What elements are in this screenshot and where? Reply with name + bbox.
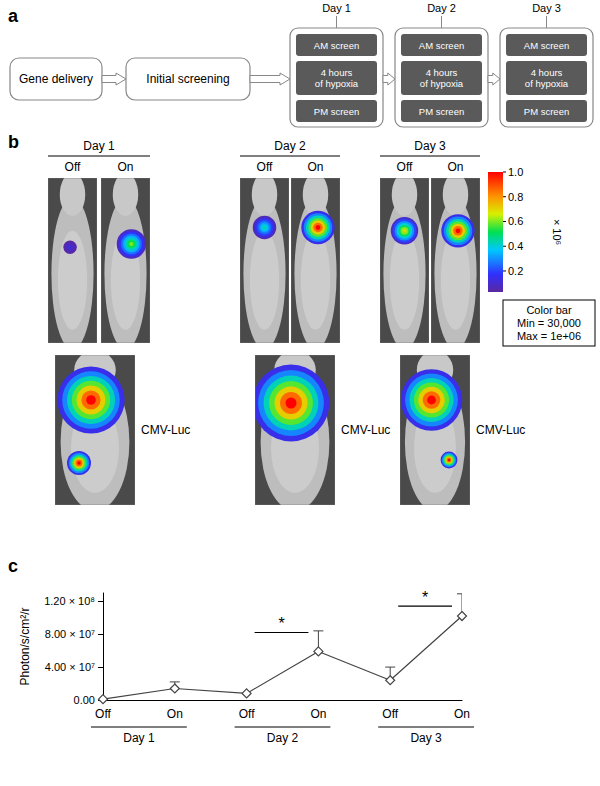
svg-text:Max = 1e+06: Max = 1e+06 xyxy=(517,330,581,342)
svg-text:AM screen: AM screen xyxy=(524,40,569,51)
svg-text:PM screen: PM screen xyxy=(524,106,569,117)
svg-text:On: On xyxy=(310,707,326,721)
svg-text:of hypoxia: of hypoxia xyxy=(420,78,464,89)
svg-text:a: a xyxy=(8,6,19,26)
svg-text:Off: Off xyxy=(95,707,111,721)
svg-text:AM screen: AM screen xyxy=(419,40,464,51)
svg-text:0.6: 0.6 xyxy=(508,215,523,227)
svg-text:4.00 × 10⁷: 4.00 × 10⁷ xyxy=(45,661,95,673)
svg-text:Min = 30,000: Min = 30,000 xyxy=(517,317,581,329)
svg-text:4 hours: 4 hours xyxy=(426,67,458,78)
svg-text:Day 1: Day 1 xyxy=(322,2,351,14)
svg-text:On: On xyxy=(167,707,183,721)
svg-text:of hypoxia: of hypoxia xyxy=(525,78,569,89)
svg-text:Off: Off xyxy=(257,160,273,174)
svg-text:Off: Off xyxy=(239,707,255,721)
svg-text:On: On xyxy=(307,160,323,174)
svg-text:0.00: 0.00 xyxy=(74,694,95,706)
svg-text:0.2: 0.2 xyxy=(508,265,523,277)
svg-text:Off: Off xyxy=(397,160,413,174)
svg-text:0.4: 0.4 xyxy=(508,240,523,252)
svg-text:Day 3: Day 3 xyxy=(414,139,446,153)
svg-text:Day 2: Day 2 xyxy=(267,731,299,745)
svg-text:0.8: 0.8 xyxy=(508,191,523,203)
svg-text:*: * xyxy=(278,615,284,632)
svg-text:1.0: 1.0 xyxy=(508,166,523,178)
svg-text:1.20 × 10⁸: 1.20 × 10⁸ xyxy=(44,595,95,607)
svg-text:On: On xyxy=(447,160,463,174)
svg-text:*: * xyxy=(422,589,428,606)
svg-text:Photon/s/cm²/r: Photon/s/cm²/r xyxy=(18,607,32,685)
svg-text:4 hours: 4 hours xyxy=(531,67,563,78)
svg-text:Day 2: Day 2 xyxy=(274,139,306,153)
svg-text:Off: Off xyxy=(382,707,398,721)
svg-text:PM screen: PM screen xyxy=(419,106,464,117)
svg-text:c: c xyxy=(8,556,18,576)
svg-text:Day 1: Day 1 xyxy=(83,139,115,153)
svg-text:On: On xyxy=(454,707,470,721)
svg-text:AM screen: AM screen xyxy=(314,40,359,51)
svg-text:Color bar: Color bar xyxy=(526,304,572,316)
svg-text:CMV-Luc: CMV-Luc xyxy=(476,423,525,437)
svg-text:× 10⁶: × 10⁶ xyxy=(551,219,563,245)
svg-text:Day 3: Day 3 xyxy=(410,731,442,745)
svg-text:Initial screening: Initial screening xyxy=(146,72,229,86)
svg-text:On: On xyxy=(117,160,133,174)
svg-text:CMV-Luc: CMV-Luc xyxy=(341,423,390,437)
svg-text:of hypoxia: of hypoxia xyxy=(315,78,359,89)
svg-text:Gene delivery: Gene delivery xyxy=(19,72,93,86)
svg-text:Day 3: Day 3 xyxy=(532,2,561,14)
svg-text:8.00 × 10⁷: 8.00 × 10⁷ xyxy=(45,628,95,640)
svg-text:Day 2: Day 2 xyxy=(427,2,456,14)
svg-text:CMV-Luc: CMV-Luc xyxy=(141,423,190,437)
svg-text:Off: Off xyxy=(65,160,81,174)
svg-text:4 hours: 4 hours xyxy=(321,67,353,78)
svg-text:b: b xyxy=(8,132,19,152)
svg-text:Day 1: Day 1 xyxy=(123,731,155,745)
svg-text:PM screen: PM screen xyxy=(314,106,359,117)
